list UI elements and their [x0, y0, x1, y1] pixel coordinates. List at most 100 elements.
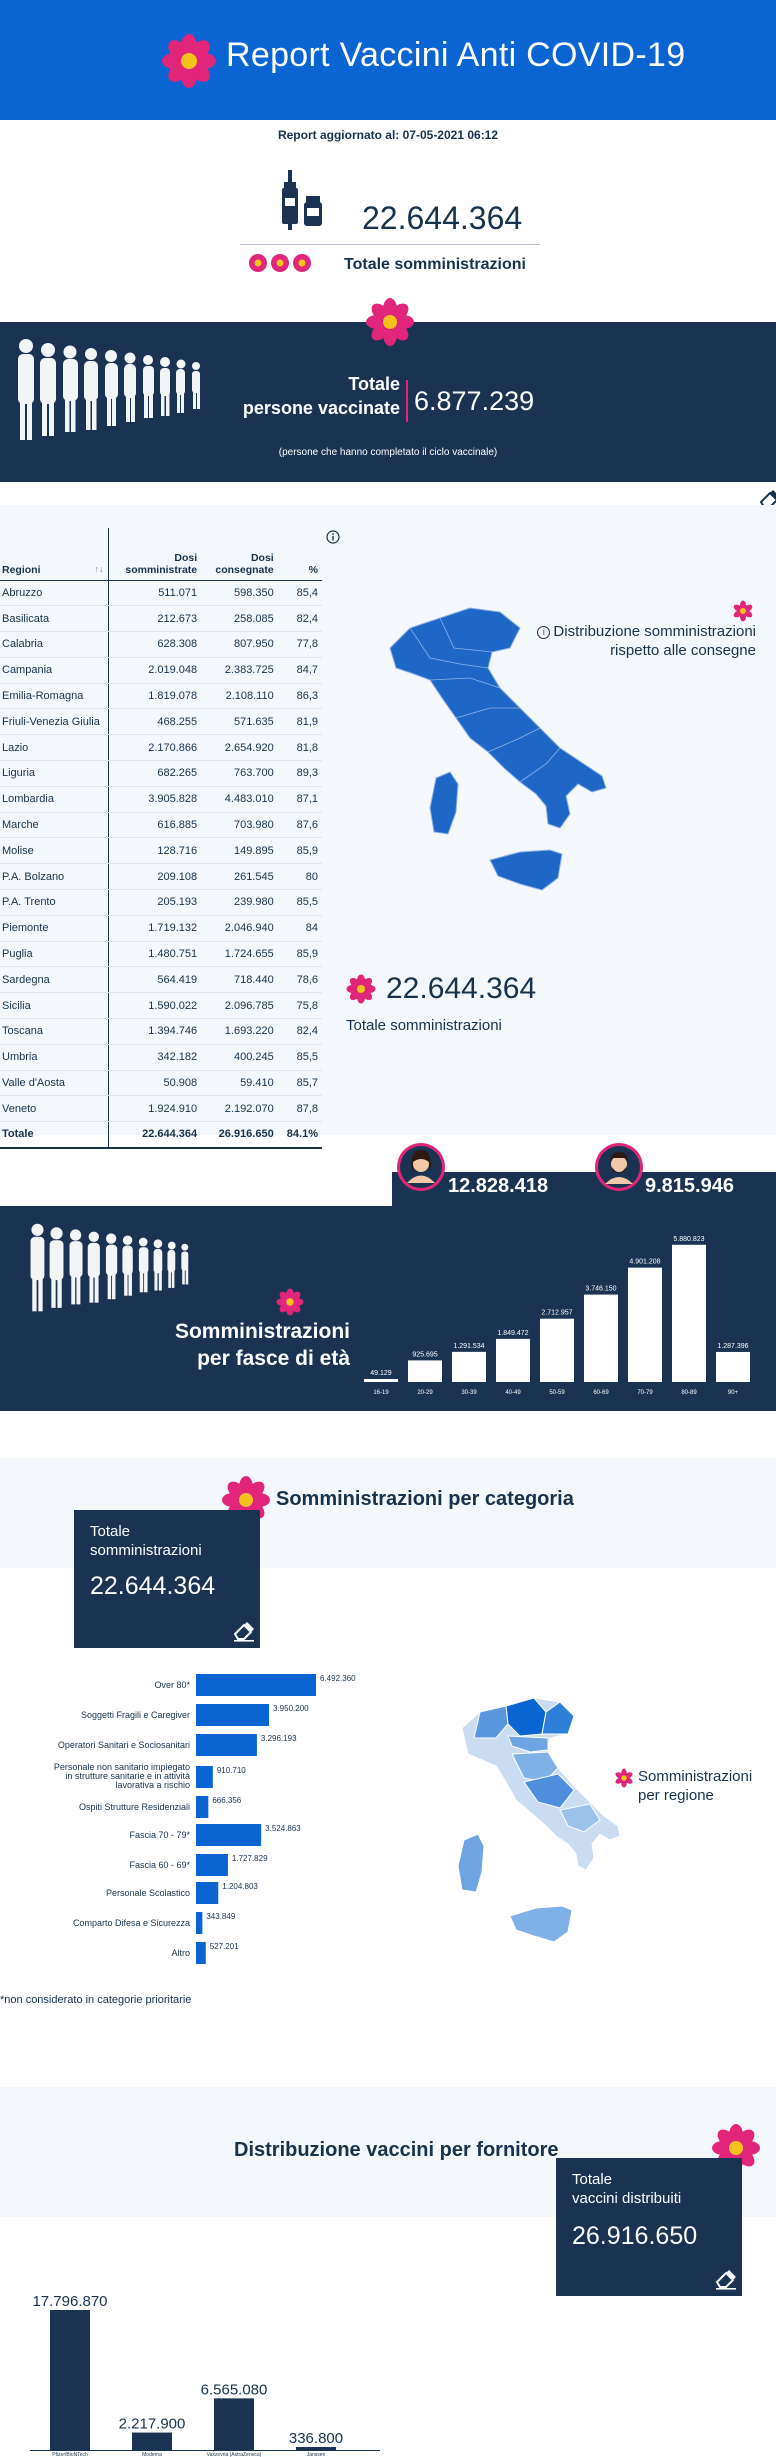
region-cell: Abruzzo — [0, 580, 109, 607]
category-bar-label: 1.727.829 — [232, 1854, 268, 1863]
region-cell: Sardegna — [0, 966, 109, 994]
age-bar[interactable] — [672, 1244, 706, 1382]
category-bar[interactable] — [196, 1674, 316, 1696]
age-category-label: 90+ — [728, 1390, 739, 1396]
percent-cell: 82,4 — [277, 1018, 322, 1045]
category-bar[interactable] — [196, 1882, 219, 1904]
category-label: Operatori Sanitari e Sociosanitari — [58, 1740, 190, 1750]
delivered-cell: 400.245 — [201, 1044, 278, 1071]
category-bar[interactable] — [196, 1824, 262, 1846]
category-card-label-line2: somministrazioni — [90, 1542, 202, 1559]
column-header-administered[interactable]: Dosi somministrate — [108, 528, 202, 581]
age-bar[interactable] — [496, 1338, 530, 1382]
info-icon[interactable] — [326, 530, 340, 544]
category-bar-label: 6.492.360 — [320, 1674, 356, 1683]
region-map-title-line1: Somministrazioni — [638, 1768, 753, 1785]
age-bar[interactable] — [716, 1351, 750, 1382]
gender-band — [392, 1172, 776, 1206]
age-bar[interactable] — [540, 1318, 574, 1382]
age-bar[interactable] — [628, 1267, 662, 1382]
age-category-label: 40-49 — [505, 1390, 521, 1396]
administered-cell: 682.265 — [108, 760, 202, 787]
delivered-cell: 2.108.110 — [201, 683, 278, 710]
administered-cell: 3.905.828 — [108, 786, 202, 813]
column-header-administered-line2: somministrate — [125, 563, 198, 576]
supplier-card-number: 26.916.650 — [572, 2222, 698, 2250]
category-bar[interactable] — [196, 1854, 228, 1876]
region-choropleth-map[interactable] — [450, 1690, 620, 1960]
age-bar[interactable] — [584, 1294, 618, 1382]
age-category-label: 20-29 — [417, 1390, 433, 1396]
category-label-line: in strutture sanitarie e in attività — [65, 1771, 190, 1781]
column-header-delivered-line2: consegnate — [215, 563, 274, 576]
age-title-line2: per fasce di età — [197, 1347, 350, 1370]
table-row: Molise 128.716 149.895 85,9 — [0, 837, 322, 865]
sort-icon[interactable]: ↑↓ — [94, 563, 104, 574]
crowd-silhouette-icon — [30, 1223, 189, 1312]
supplier-category-label: Vaxzevria (AstraZeneca) — [207, 2452, 262, 2457]
age-bar[interactable] — [364, 1379, 398, 1382]
age-bar-chart: 49.129 16-19 925.695 20-29 1.291.534 30-39 1.8… — [364, 1236, 750, 1396]
map-total-label: Totale somministrazioni — [346, 1017, 502, 1034]
vaccine-vials-icon — [282, 170, 322, 230]
eraser-icon[interactable] — [232, 1618, 256, 1642]
column-header-percent[interactable]: % — [277, 528, 322, 581]
age-category-label: 80-89 — [681, 1390, 697, 1396]
age-category-label: 50-59 — [549, 1390, 565, 1396]
age-bar[interactable] — [452, 1351, 486, 1382]
region-cell: Marche — [0, 812, 109, 839]
info-icon[interactable]: i — [537, 626, 551, 639]
category-bar[interactable] — [196, 1766, 213, 1788]
percent-cell: 85,7 — [277, 1070, 322, 1097]
table-row: Campania 2.019.048 2.383.725 84,7 — [0, 657, 322, 684]
age-bar[interactable] — [408, 1360, 442, 1382]
column-header-delivered[interactable]: Dosi consegnate — [201, 528, 278, 581]
delivered-cell: 763.700 — [201, 760, 278, 787]
age-bar-label: 4.901.208 — [629, 1259, 660, 1266]
category-bar[interactable] — [196, 1942, 206, 1964]
category-bar[interactable] — [196, 1704, 270, 1726]
table-row: Toscana 1.394.746 1.693.220 82,4 — [0, 1018, 322, 1045]
table-row: Lazio 2.170.866 2.654.920 81,8 — [0, 734, 322, 762]
flowers-decoration-icon — [249, 254, 311, 272]
italy-map[interactable] — [370, 588, 610, 908]
administered-cell: 511.071 — [108, 580, 202, 607]
delivered-cell: 149.895 — [201, 837, 278, 865]
delivered-cell: 2.654.920 — [201, 734, 278, 762]
table-row: Marche 616.885 703.980 87,6 — [0, 812, 322, 839]
category-label: Over 80* — [154, 1680, 190, 1690]
supplier-bar[interactable] — [132, 2432, 172, 2450]
category-bar[interactable] — [196, 1734, 257, 1756]
category-label: Fascia 60 - 69* — [129, 1860, 190, 1870]
supplier-bar-label: 336.800 — [289, 2430, 343, 2447]
administered-cell: 1.924.910 — [108, 1095, 202, 1123]
eraser-icon[interactable] — [714, 2266, 738, 2290]
age-category-label: 30-39 — [461, 1390, 477, 1396]
vaccinated-note: (persone che hanno completato il ciclo v… — [278, 447, 498, 458]
supplier-bar[interactable] — [50, 2310, 90, 2450]
percent-cell: 77,8 — [277, 631, 322, 658]
table-row: Sardegna 564.419 718.440 78,6 — [0, 966, 322, 994]
age-title-line1: Somministrazioni — [174, 1320, 350, 1343]
regions-table: Regioni ↑↓ Dosi somministrate Dosi conse… — [0, 528, 322, 1149]
category-label-line: Personale non sanitario impiegato — [54, 1762, 190, 1772]
category-bar[interactable] — [196, 1912, 203, 1934]
map-title-line2: rispetto alle consegne — [610, 642, 756, 659]
vaccinated-label: Totale persone vaccinate — [200, 372, 400, 420]
region-cell: Molise — [0, 837, 109, 865]
region-cell: Lombardia — [0, 786, 109, 813]
delivered-cell: 718.440 — [201, 966, 278, 994]
table-row: Calabria 628.308 807.950 77,8 — [0, 631, 322, 658]
category-bar[interactable] — [196, 1796, 209, 1818]
column-header-region[interactable]: Regioni ↑↓ — [0, 528, 109, 581]
delivered-cell: 4.483.010 — [201, 786, 278, 813]
delivered-cell: 2.383.725 — [201, 657, 278, 684]
supplier-bar[interactable] — [296, 2447, 336, 2450]
administered-cell: 616.885 — [108, 812, 202, 839]
supplier-bar[interactable] — [214, 2398, 254, 2450]
region-cell: Friuli-Venezia Giulia — [0, 708, 109, 736]
percent-cell: 86,3 — [277, 683, 322, 710]
table-row: P.A. Bolzano 209.108 261.545 80 — [0, 863, 322, 891]
page-title: Report Vaccini Anti COVID-19 — [226, 36, 686, 74]
percent-cell: 84 — [277, 915, 322, 942]
